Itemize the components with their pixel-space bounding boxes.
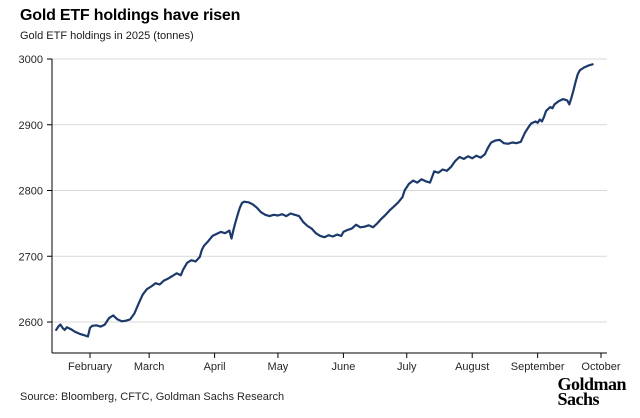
x-axis-label: March <box>134 361 165 373</box>
goldman-sachs-logo-line2: Sachs <box>557 389 599 409</box>
source-note: Source: Bloomberg, CFTC, Goldman Sachs R… <box>20 391 285 403</box>
x-axis-label: August <box>455 361 489 373</box>
x-axis-label: April <box>204 361 226 373</box>
page-title: Gold ETF holdings have risen <box>20 7 241 24</box>
x-axis-label: September <box>511 361 565 373</box>
y-axis-label: 2900 <box>19 120 43 132</box>
x-axis-label: June <box>331 361 355 373</box>
chart-subtitle: Gold ETF holdings in 2025 (tonnes) <box>20 30 194 42</box>
y-axis-label: 2800 <box>19 186 43 198</box>
x-axis-label: February <box>68 361 113 373</box>
x-axis-label: May <box>268 361 289 373</box>
x-axis-label: July <box>397 361 417 373</box>
y-axis-label: 2700 <box>19 251 43 263</box>
goldman-sachs-logo-line1: Goldman <box>557 374 626 394</box>
y-axis-label: 3000 <box>19 54 43 66</box>
goldman-sachs-logo: Goldman Sachs <box>557 374 626 409</box>
holdings-line <box>55 63 594 338</box>
x-axis-label: October <box>581 361 620 373</box>
y-axis-label: 2600 <box>19 317 43 329</box>
